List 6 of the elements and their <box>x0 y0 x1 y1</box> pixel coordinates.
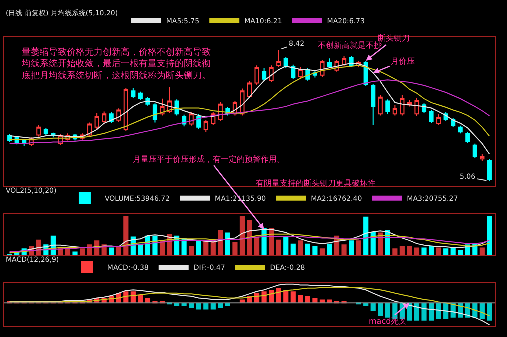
annotation: 月价压 <box>391 57 415 66</box>
annotation: 有阴量支持的断头铡刀更具破坏性 <box>256 179 376 188</box>
annotation: 月量压平于价压形成，有一定的预警作用。 <box>133 155 285 164</box>
text: 不创新高就是不抄 <box>318 41 382 50</box>
annotation: macd死叉 <box>369 317 408 326</box>
annotation: 量萎缩导致价格无力创新高，价格不创新高导致均线系统开始收敛，最后一根有量支持的阴线彻底把月均线系统切断，这根阴线称为断头铡刀。 <box>21 47 211 82</box>
